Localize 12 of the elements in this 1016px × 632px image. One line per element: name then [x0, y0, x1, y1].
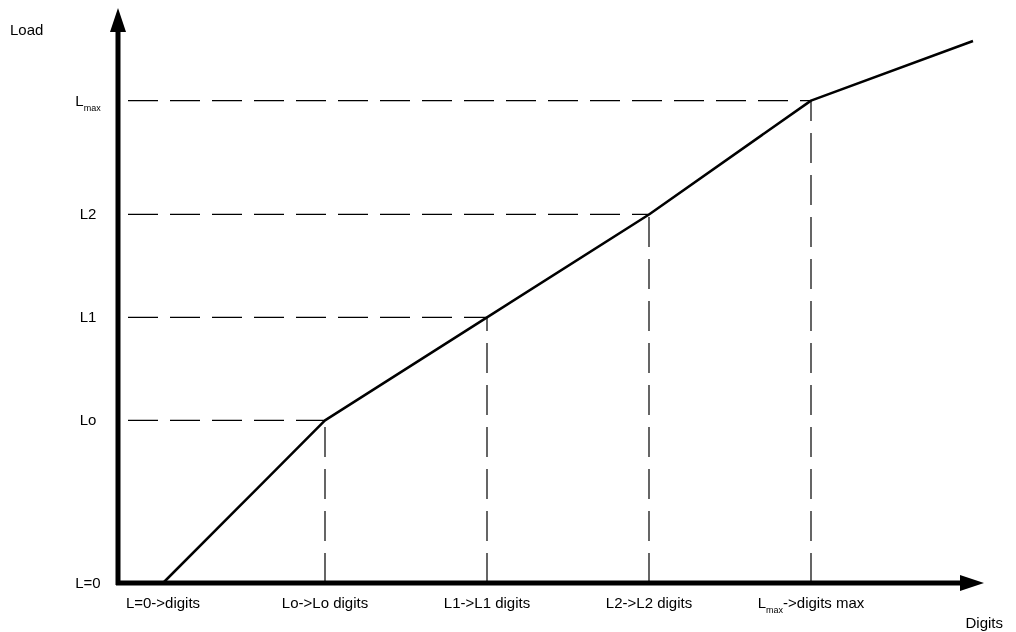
x-tick-label: L$_{max}$->digits max: [757, 594, 865, 615]
x-tick-label: Lo->Lo digits: [281, 594, 369, 611]
x-tick-label: L2->L2 digits: [605, 594, 693, 611]
ref-line-label: L1: [79, 308, 97, 326]
x-tick-label: L=0->digits: [125, 594, 201, 611]
x-axis-title: Digits: [965, 614, 1003, 631]
y-axis-title: Load: [10, 21, 44, 38]
text: L=0: [75, 574, 101, 591]
ref-line-label: L$_{max}$: [75, 91, 102, 113]
x-tick-label: L1->L1 digits: [443, 594, 531, 611]
ref-line-label: L2: [79, 205, 97, 223]
ref-line-label: Lo: [79, 411, 97, 429]
